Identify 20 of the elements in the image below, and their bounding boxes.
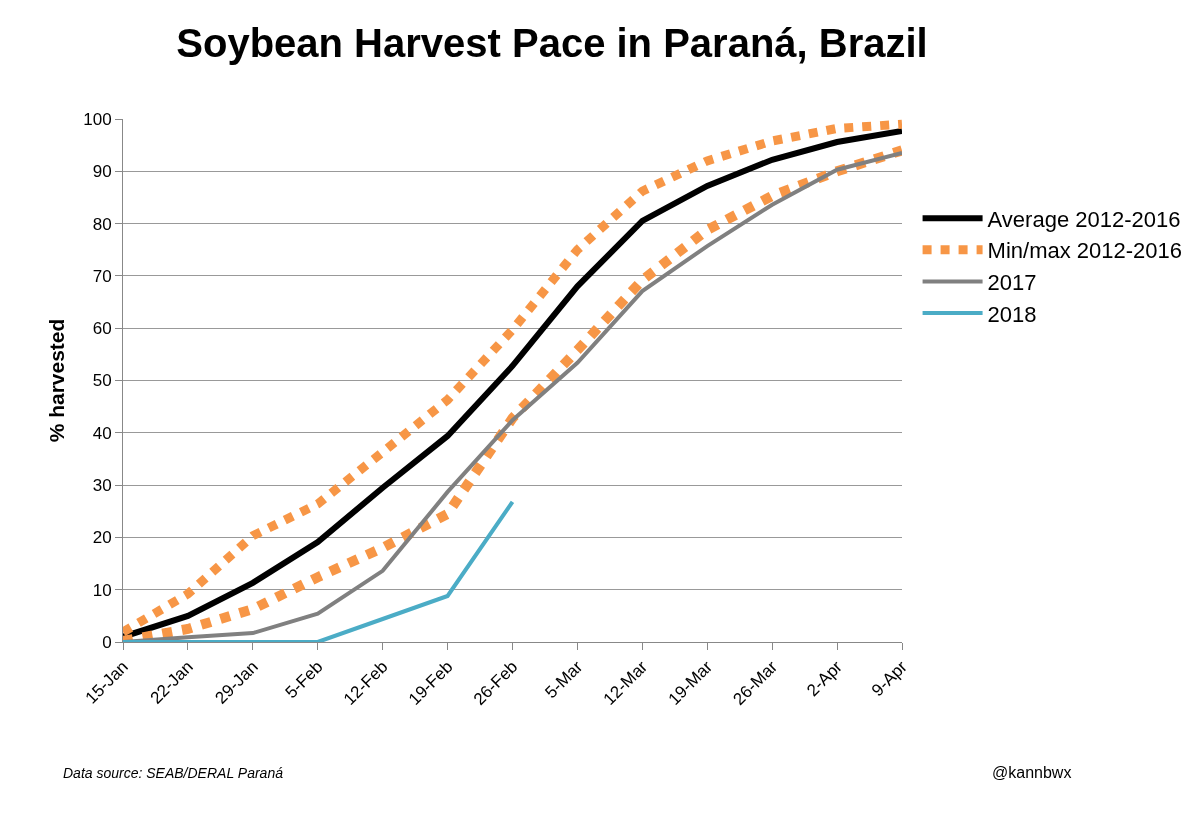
text: @kannbwx <box>992 764 1072 781</box>
y-tick-label: 50 <box>92 371 112 391</box>
y-tick-label: 30 <box>92 476 112 496</box>
legend-label: Average 2012-2016 <box>987 206 1181 232</box>
y-tick-label: 10 <box>92 580 112 600</box>
y-tick-label: 60 <box>92 319 112 339</box>
y-tick-label: 40 <box>92 423 112 443</box>
y-tick-label: 100 <box>83 109 112 129</box>
y-tick-label: 70 <box>92 266 112 286</box>
legend-label: 2018 <box>987 301 1037 327</box>
source-note: Data source: SEAB/DERAL Paraná <box>63 765 284 781</box>
legend-label: 2017 <box>987 270 1037 296</box>
y-tick-label: 90 <box>92 162 112 182</box>
y-axis-title: % harvested <box>45 318 69 443</box>
y-tick-label: 0 <box>102 632 112 652</box>
chart-title: Soybean Harvest Pace in Paraná, Brazil <box>176 20 928 65</box>
line-series <box>123 499 515 642</box>
y-tick-label: 80 <box>92 214 112 234</box>
legend-label: Min/max 2012-2016 <box>987 238 1183 264</box>
y-tick-label: 20 <box>92 528 112 548</box>
